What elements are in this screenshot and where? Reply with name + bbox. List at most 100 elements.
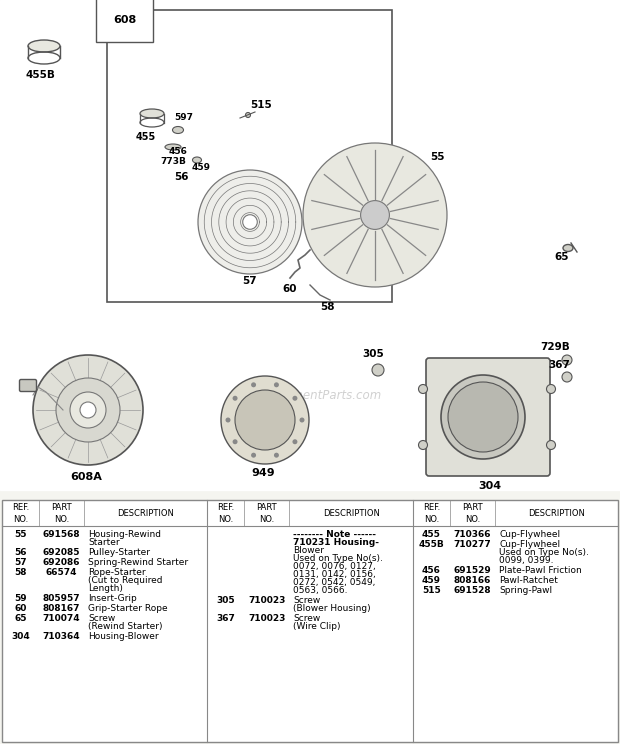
- Circle shape: [251, 452, 256, 458]
- Text: NO.: NO.: [259, 515, 275, 524]
- Text: 455B: 455B: [418, 540, 445, 549]
- Text: Housing-Rewind: Housing-Rewind: [88, 530, 161, 539]
- Text: DESCRIPTION: DESCRIPTION: [528, 508, 585, 518]
- Circle shape: [361, 201, 389, 229]
- Text: NO.: NO.: [13, 515, 28, 524]
- Text: Screw: Screw: [293, 596, 321, 605]
- Text: Blower: Blower: [293, 546, 324, 555]
- Circle shape: [418, 385, 428, 394]
- Text: 55: 55: [430, 152, 445, 162]
- Circle shape: [562, 372, 572, 382]
- Text: 459: 459: [192, 163, 211, 172]
- Text: 773B: 773B: [160, 157, 186, 166]
- Text: 0099, 0399.: 0099, 0399.: [499, 556, 554, 565]
- Text: 56: 56: [174, 172, 188, 182]
- Text: 66574: 66574: [46, 568, 78, 577]
- Text: 58: 58: [320, 302, 335, 312]
- Circle shape: [80, 402, 96, 418]
- Bar: [0, 0, 620, 490]
- Text: 57: 57: [14, 558, 27, 567]
- Circle shape: [274, 382, 279, 388]
- Text: Housing-Blower: Housing-Blower: [88, 632, 159, 641]
- Text: Spring-Pawl: Spring-Pawl: [499, 586, 552, 595]
- Ellipse shape: [192, 157, 202, 163]
- Text: Cup-Flywheel: Cup-Flywheel: [499, 530, 560, 539]
- Text: 455B: 455B: [26, 70, 56, 80]
- Circle shape: [70, 392, 106, 428]
- Text: 304: 304: [11, 632, 30, 641]
- Text: 56: 56: [14, 548, 27, 557]
- Circle shape: [546, 385, 556, 394]
- Text: Grip-Starter Rope: Grip-Starter Rope: [88, 604, 167, 613]
- Text: (Wire Clip): (Wire Clip): [293, 622, 341, 631]
- Text: DESCRIPTION: DESCRIPTION: [117, 508, 174, 518]
- Bar: [2, 500, 618, 742]
- Text: 0131, 0142, 0156,: 0131, 0142, 0156,: [293, 570, 376, 579]
- Text: 710023: 710023: [248, 596, 285, 605]
- Text: 60: 60: [14, 604, 27, 613]
- Text: 60: 60: [282, 284, 296, 294]
- Ellipse shape: [246, 112, 250, 118]
- Circle shape: [198, 170, 302, 274]
- Circle shape: [274, 452, 279, 458]
- Circle shape: [303, 143, 447, 287]
- Text: NO.: NO.: [424, 515, 439, 524]
- Text: 0563, 0566.: 0563, 0566.: [293, 586, 348, 595]
- Text: REF.: REF.: [423, 502, 440, 512]
- Text: 367: 367: [548, 360, 570, 370]
- Text: Spring-Rewind Starter: Spring-Rewind Starter: [88, 558, 188, 567]
- Text: 692086: 692086: [43, 558, 80, 567]
- Text: Starter: Starter: [88, 538, 120, 547]
- Text: 59: 59: [14, 594, 27, 603]
- Text: DESCRIPTION: DESCRIPTION: [323, 508, 379, 518]
- Text: 710277: 710277: [454, 540, 491, 549]
- Text: 305: 305: [362, 349, 384, 359]
- Bar: [107, 10, 392, 302]
- Text: 597: 597: [174, 113, 193, 122]
- Text: eReplacementParts.com: eReplacementParts.com: [238, 388, 382, 402]
- Text: Pawl-Ratchet: Pawl-Ratchet: [499, 576, 558, 585]
- Text: 729B: 729B: [540, 342, 570, 352]
- Ellipse shape: [28, 40, 60, 52]
- Text: 0072, 0076, 0127,: 0072, 0076, 0127,: [293, 562, 376, 571]
- Circle shape: [221, 376, 309, 464]
- Text: 608: 608: [113, 15, 136, 25]
- Text: 0272, 0542, 0549,: 0272, 0542, 0549,: [293, 578, 376, 587]
- Text: REF.: REF.: [12, 502, 29, 512]
- Text: NO.: NO.: [54, 515, 69, 524]
- Text: 805957: 805957: [43, 594, 80, 603]
- Circle shape: [226, 417, 231, 423]
- Ellipse shape: [165, 144, 181, 150]
- Text: 710364: 710364: [43, 632, 80, 641]
- Text: -------- Note ------: -------- Note ------: [293, 530, 376, 539]
- FancyBboxPatch shape: [19, 379, 37, 391]
- Text: (Cut to Required: (Cut to Required: [88, 576, 162, 585]
- Circle shape: [299, 417, 304, 423]
- Text: 515: 515: [422, 586, 441, 595]
- Text: 691528: 691528: [454, 586, 491, 595]
- Circle shape: [372, 364, 384, 376]
- Text: 455: 455: [136, 132, 156, 142]
- Text: 57: 57: [242, 276, 257, 286]
- Text: NO.: NO.: [465, 515, 480, 524]
- Text: Used on Type No(s).: Used on Type No(s).: [293, 554, 383, 563]
- Text: 367: 367: [216, 614, 235, 623]
- Text: 691568: 691568: [43, 530, 80, 539]
- Text: 459: 459: [422, 576, 441, 585]
- Text: Pulley-Starter: Pulley-Starter: [88, 548, 150, 557]
- Text: 455: 455: [422, 530, 441, 539]
- Text: Length): Length): [88, 584, 123, 593]
- Circle shape: [232, 396, 237, 401]
- Circle shape: [293, 396, 298, 401]
- Text: Screw: Screw: [88, 614, 115, 623]
- Text: 808167: 808167: [43, 604, 80, 613]
- Text: 304: 304: [478, 481, 501, 491]
- Text: 55: 55: [14, 530, 27, 539]
- Text: 456: 456: [422, 566, 441, 575]
- Circle shape: [448, 382, 518, 452]
- Text: 710366: 710366: [454, 530, 491, 539]
- Text: Used on Type No(s).: Used on Type No(s).: [499, 548, 589, 557]
- Text: Plate-Pawl Friction: Plate-Pawl Friction: [499, 566, 582, 575]
- Text: Insert-Grip: Insert-Grip: [88, 594, 137, 603]
- Text: 456: 456: [169, 147, 188, 156]
